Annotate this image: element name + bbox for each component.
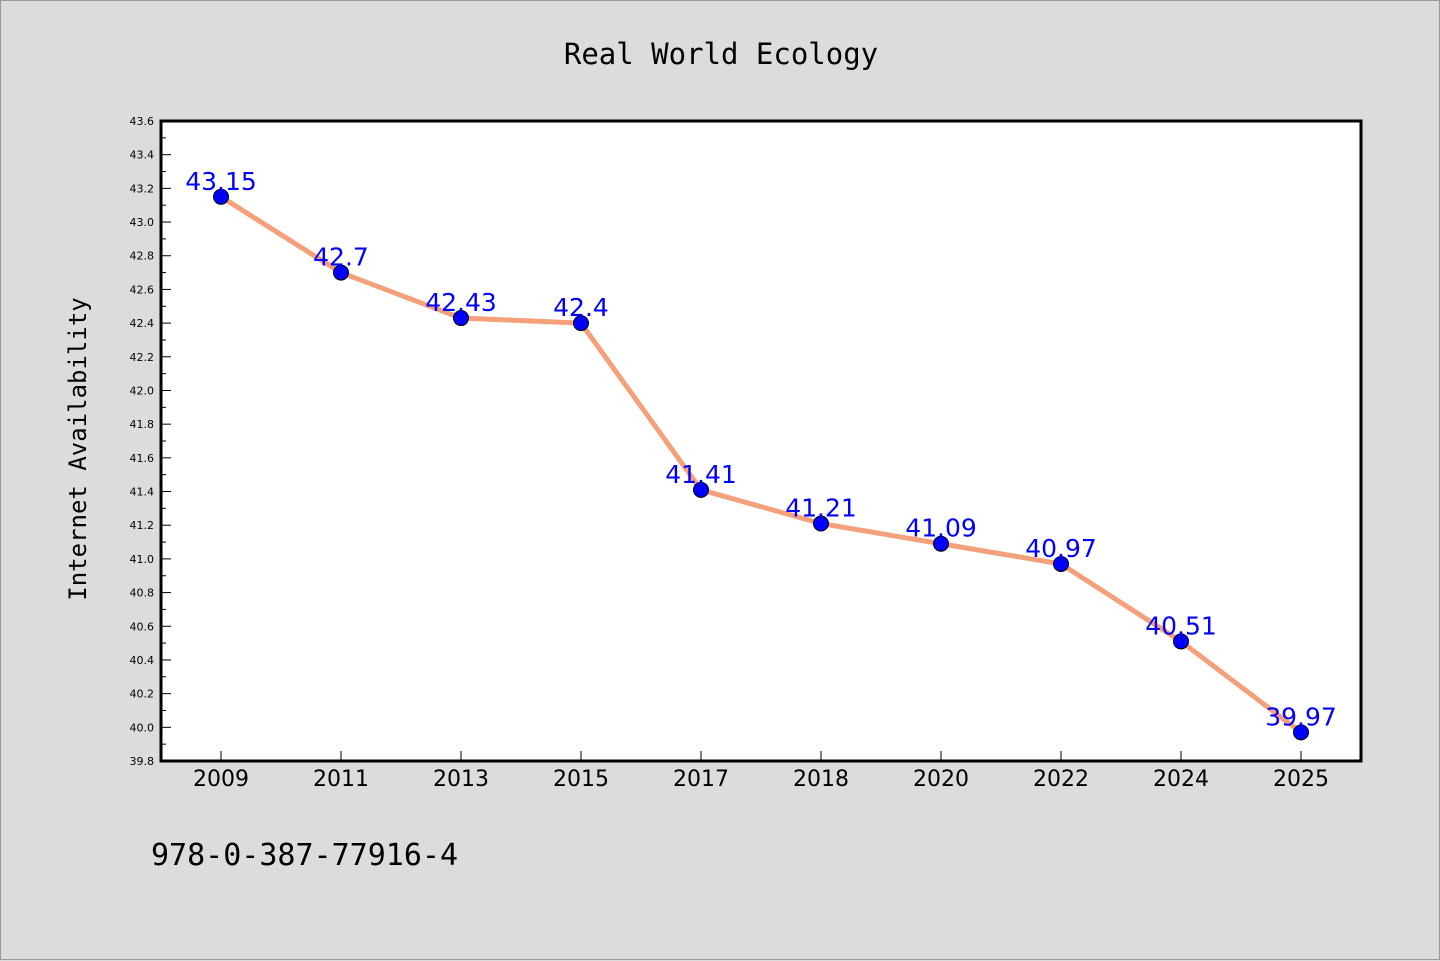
y-tick-label: 39.8: [130, 755, 155, 768]
data-label: 41.41: [665, 460, 737, 489]
y-axis-ticks: 39.8 40.0 40.2 40.4 40.6 40.8 41.0 41.2 41.4 41.6…: [130, 115, 171, 768]
y-tick-label: 42.2: [130, 351, 155, 364]
x-tick-label: 2015: [553, 767, 609, 792]
y-tick-label: 40.4: [130, 654, 155, 667]
y-tick-label: 41.4: [130, 486, 155, 499]
data-label: 43.15: [185, 167, 257, 196]
data-point-marker: [453, 310, 469, 327]
data-label: 41.21: [785, 494, 857, 523]
y-tick-label: 42.4: [130, 317, 155, 330]
data-point-marker: [813, 515, 829, 532]
data-point-marker: [1293, 724, 1309, 741]
marker-group: [213, 188, 1309, 741]
data-label: 42.7: [313, 243, 369, 272]
data-point-marker: [333, 264, 349, 281]
data-point-marker: [933, 535, 949, 552]
y-tick-label: 41.8: [130, 418, 155, 431]
y-tick-label: 40.0: [130, 721, 155, 734]
x-tick-label: 2011: [313, 767, 369, 792]
data-label: 42.43: [425, 288, 497, 317]
data-point-marker: [1053, 555, 1069, 572]
data-point-marker: [1173, 633, 1189, 650]
y-axis-label: Internet Availability: [64, 297, 92, 600]
data-label-group: 43.15 42.7 42.43 42.4 41.41 41.21 41.09 40.97 40…: [185, 167, 1337, 732]
data-point-marker: [213, 188, 229, 205]
y-tick-label: 42.6: [130, 283, 155, 296]
y-tick-label: 42.0: [130, 384, 155, 397]
y-tick-label: 42.8: [130, 250, 155, 263]
isbn-annotation: 978-0-387-77916-4: [151, 838, 458, 873]
data-label: 42.4: [553, 293, 609, 322]
x-tick-label: 2025: [1273, 767, 1329, 792]
y-tick-label: 40.2: [130, 688, 155, 701]
x-tick-label: 2024: [1153, 767, 1209, 792]
x-axis-ticks: 2009 2011 2013 2015 2017 2018 2020 2022 2024 2025: [193, 751, 1329, 792]
plot-area: [161, 121, 1361, 761]
plot-frame: [159, 119, 1363, 763]
data-label: 39.97: [1265, 702, 1337, 731]
x-tick-label: 2018: [793, 767, 849, 792]
y-tick-label: 43.2: [130, 182, 155, 195]
series-line-group: [218, 194, 1304, 735]
y-tick-label: 40.8: [130, 587, 155, 600]
chart-title: Real World Ecology: [564, 37, 878, 71]
y-tick-label: 43.4: [130, 149, 155, 162]
data-label: 40.97: [1025, 534, 1097, 563]
x-tick-label: 2017: [673, 767, 729, 792]
y-tick-label: 43.0: [130, 216, 155, 229]
y-tick-label: 43.6: [130, 115, 155, 128]
series-line: [218, 194, 1304, 735]
data-label: 40.51: [1145, 611, 1217, 640]
y-tick-label: 40.6: [130, 620, 155, 633]
x-tick-label: 2009: [193, 767, 249, 792]
x-tick-label: 2022: [1033, 767, 1089, 792]
y-tick-label: 41.6: [130, 452, 155, 465]
x-tick-label: 2013: [433, 767, 489, 792]
y-tick-label: 41.2: [130, 519, 155, 532]
y-tick-label: 41.0: [130, 553, 155, 566]
data-point-marker: [693, 481, 709, 498]
data-point-marker: [573, 315, 589, 332]
x-tick-label: 2020: [913, 767, 969, 792]
data-label: 41.09: [905, 514, 977, 543]
